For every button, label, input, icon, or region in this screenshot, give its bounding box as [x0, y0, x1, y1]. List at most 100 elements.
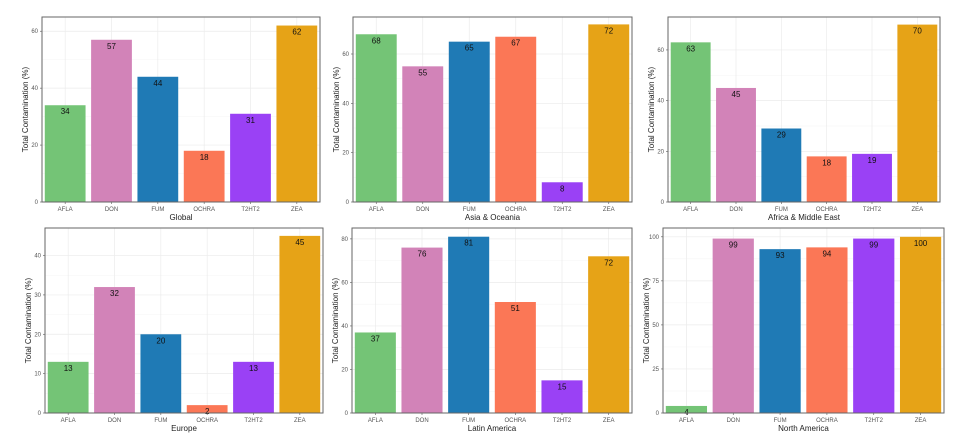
x-tick-label: DON: [727, 418, 740, 424]
data-label: 93: [776, 251, 785, 260]
data-label: 31: [246, 116, 255, 125]
x-tick-label: FUM: [151, 207, 164, 213]
y-tick-label: 60: [342, 52, 349, 58]
x-tick-label: OCHRA: [505, 207, 527, 213]
x-tick-label: AFLA: [369, 207, 384, 213]
bar-don: [91, 39, 132, 203]
bar-zea: [276, 25, 318, 202]
x-tick-label: T2HT2: [553, 207, 572, 213]
bar-t2ht2: [541, 380, 583, 413]
bar-t2ht2: [853, 238, 895, 413]
y-tick-label: 40: [31, 86, 38, 92]
y-tick-label: 60: [657, 48, 664, 54]
data-label: 67: [511, 39, 520, 48]
x-axis-title: Global: [169, 213, 192, 222]
x-tick-label: OCHRA: [816, 207, 838, 213]
bar-zea: [588, 256, 630, 413]
x-tick-label: AFLA: [368, 418, 383, 424]
data-label: 72: [604, 26, 613, 35]
data-label: 18: [822, 158, 831, 167]
x-tick-label: T2HT2: [241, 207, 260, 213]
y-tick-label: 25: [652, 367, 659, 373]
y-tick-label: 20: [341, 367, 348, 373]
data-label: 29: [777, 131, 786, 140]
bar-t2ht2: [230, 113, 271, 202]
data-label: 63: [686, 44, 695, 53]
x-tick-label: AFLA: [61, 418, 76, 424]
data-label: 55: [418, 68, 427, 77]
data-label: 76: [418, 250, 427, 259]
data-label: 2: [205, 407, 210, 416]
data-label: 44: [153, 79, 162, 88]
plot-frame: [41, 16, 321, 203]
bar-ochra: [186, 405, 228, 413]
bar-zea: [279, 235, 321, 413]
plot-frame: [352, 16, 633, 203]
x-tick-label: DON: [416, 207, 429, 213]
y-axis-title: Total Contamination (%): [647, 66, 656, 152]
bar-ochra: [183, 150, 225, 202]
bar-t2ht2: [233, 361, 274, 413]
bar-fum: [137, 76, 179, 202]
data-label: 62: [292, 28, 301, 37]
data-label: 94: [822, 249, 831, 258]
x-tick-label: OCHRA: [816, 418, 838, 424]
x-tick-label: FUM: [154, 418, 167, 424]
y-tick-label: 80: [341, 237, 348, 243]
data-label: 19: [868, 156, 877, 165]
x-tick-label: T2HT2: [553, 418, 572, 424]
x-axis-title: Europe: [171, 424, 197, 433]
x-tick-label: ZEA: [911, 207, 923, 213]
data-label: 99: [869, 241, 878, 250]
data-label: 4: [684, 408, 689, 417]
bar-don: [401, 247, 443, 413]
bar-fum: [761, 128, 802, 202]
chart-panel-4: 37 AFLA 76 DON 81 FUM 51 OCHRA 15 T2HT2 72 ZEA 0 20 40…: [331, 227, 633, 433]
y-tick-label: 0: [38, 411, 42, 417]
bar-t2ht2: [541, 182, 583, 202]
x-tick-label: T2HT2: [865, 418, 884, 424]
data-label: 18: [200, 153, 209, 162]
x-tick-label: ZEA: [603, 418, 615, 424]
bar-don: [402, 66, 444, 202]
bar-afla: [670, 42, 711, 202]
data-label: 20: [156, 336, 165, 345]
plot-frame: [667, 16, 941, 203]
data-label: 34: [61, 107, 70, 116]
bar-don: [94, 287, 135, 413]
x-tick-label: DON: [729, 207, 742, 213]
x-axis-title: Africa & Middle East: [768, 213, 841, 222]
y-axis-title: Total Contamination (%): [331, 277, 340, 363]
data-label: 100: [914, 239, 928, 248]
y-tick-label: 0: [345, 411, 349, 417]
y-tick-label: 0: [661, 200, 665, 206]
bar-t2ht2: [852, 153, 892, 202]
data-label: 13: [249, 364, 258, 373]
bar-afla: [355, 34, 397, 203]
bar-ochra: [806, 156, 847, 202]
data-label: 81: [464, 239, 473, 248]
data-label: 37: [371, 334, 380, 343]
x-axis-title: Latin America: [468, 424, 517, 433]
bar-don: [712, 238, 754, 413]
y-tick-label: 40: [34, 254, 41, 260]
data-label: 70: [913, 27, 922, 36]
y-axis-title: Total Contamination (%): [24, 277, 33, 363]
x-tick-label: ZEA: [294, 418, 306, 424]
plot-frame: [662, 227, 945, 414]
y-tick-label: 20: [657, 149, 664, 155]
data-label: 72: [604, 258, 613, 267]
bar-fum: [448, 41, 490, 203]
x-axis-title: Asia & Oceania: [465, 213, 521, 222]
y-tick-label: 50: [652, 323, 659, 329]
x-tick-label: T2HT2: [244, 418, 263, 424]
x-tick-label: FUM: [774, 418, 787, 424]
x-tick-label: OCHRA: [193, 207, 215, 213]
bar-fum: [759, 249, 801, 413]
data-label: 13: [64, 364, 73, 373]
y-tick-label: 0: [656, 411, 660, 417]
plot-frame: [44, 227, 324, 414]
data-label: 68: [372, 36, 381, 45]
data-label: 99: [729, 241, 738, 250]
x-axis-title: North America: [778, 424, 829, 433]
